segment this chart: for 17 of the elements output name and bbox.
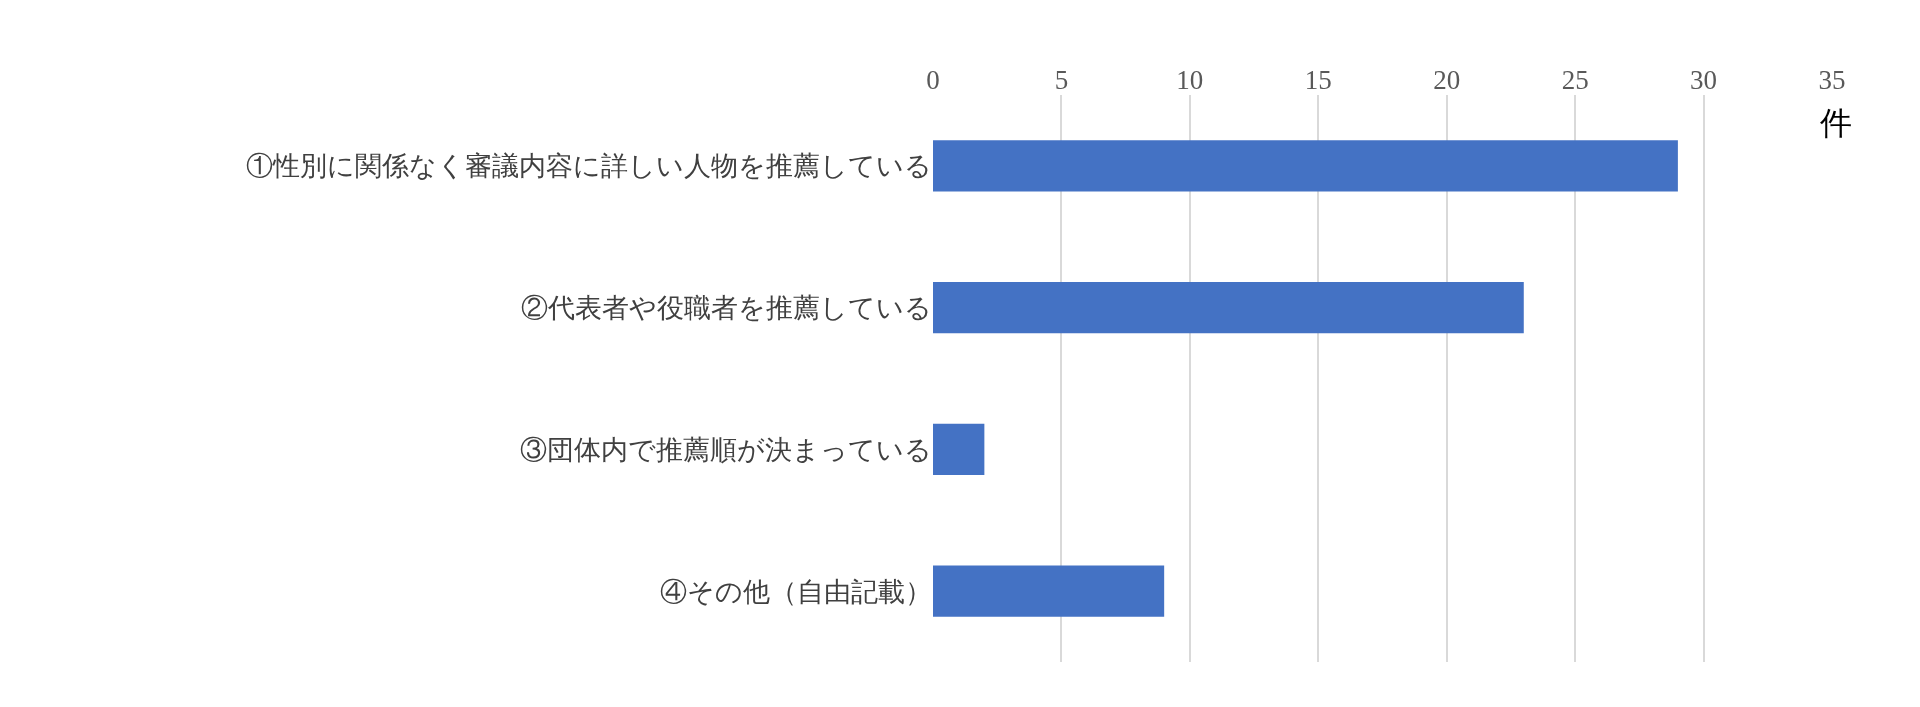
y-tick-label: ②代表者や役職者を推薦している: [521, 293, 932, 324]
bar: [933, 140, 1678, 192]
bar: [933, 565, 1165, 617]
x-tick-label: 25: [1561, 64, 1589, 95]
y-tick-label: ④その他（自由記載）: [660, 576, 932, 607]
x-tick-label: 35: [1818, 64, 1846, 95]
x-tick-label: 15: [1304, 64, 1332, 95]
x-tick-label: 0: [926, 64, 940, 95]
x-axis-title: 件: [1820, 105, 1852, 141]
x-tick-label: 20: [1433, 64, 1461, 95]
x-tick-label: 10: [1176, 64, 1204, 95]
y-tick-label: ①性別に関係なく審議内容に詳しい人物を推薦している: [246, 151, 932, 182]
x-tick-label: 30: [1690, 64, 1718, 95]
bar: [933, 423, 985, 475]
y-tick-label: ③団体内で推薦順が決まっている: [520, 434, 932, 465]
bar: [933, 282, 1524, 334]
x-tick-label: 5: [1054, 64, 1069, 95]
